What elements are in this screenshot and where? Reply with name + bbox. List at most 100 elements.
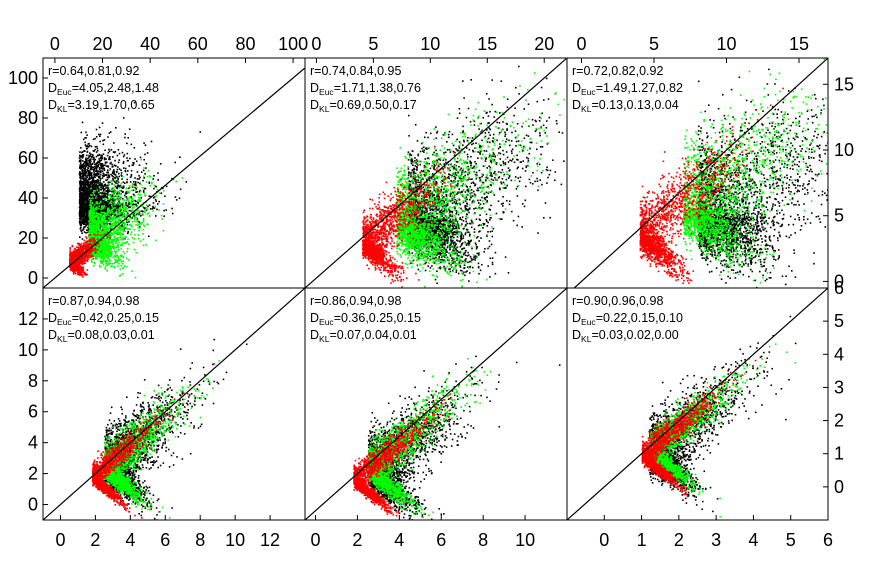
data-point xyxy=(121,212,123,214)
data-point xyxy=(90,192,92,194)
data-point xyxy=(104,240,107,242)
data-point xyxy=(101,209,104,211)
data-point xyxy=(108,150,111,153)
data-point xyxy=(78,190,81,192)
data-point xyxy=(92,227,95,230)
data-point xyxy=(85,172,87,175)
data-point xyxy=(96,199,99,202)
data-point xyxy=(149,176,152,178)
data-point xyxy=(85,248,88,251)
data-point xyxy=(113,181,116,183)
data-point xyxy=(120,214,123,216)
data-point xyxy=(87,146,90,148)
data-point xyxy=(85,145,87,148)
data-point xyxy=(115,198,118,200)
data-point xyxy=(104,239,106,241)
data-point xyxy=(109,216,112,218)
data-point xyxy=(107,199,109,202)
data-point xyxy=(112,243,114,246)
data-point xyxy=(90,166,92,168)
data-point xyxy=(156,208,158,211)
data-point xyxy=(100,242,102,245)
data-point xyxy=(122,191,124,193)
data-point xyxy=(81,121,84,124)
data-point xyxy=(82,178,85,181)
data-point xyxy=(105,200,108,203)
data-point xyxy=(112,212,114,215)
data-point xyxy=(123,230,125,232)
data-point xyxy=(108,254,110,256)
data-point xyxy=(124,170,127,172)
data-point xyxy=(99,140,101,143)
data-point xyxy=(99,236,102,238)
data-point xyxy=(108,200,110,202)
data-point xyxy=(124,196,127,199)
data-point xyxy=(142,169,145,172)
data-point xyxy=(108,210,110,213)
data-point xyxy=(84,218,87,220)
data-point xyxy=(97,247,100,250)
data-point xyxy=(83,218,85,221)
data-point xyxy=(94,180,96,182)
data-point xyxy=(151,208,154,210)
data-point xyxy=(79,210,81,212)
data-point xyxy=(85,204,88,207)
data-point xyxy=(95,162,97,165)
data-point xyxy=(82,160,84,162)
data-point xyxy=(115,238,117,240)
data-point xyxy=(86,196,89,199)
data-point xyxy=(108,158,110,161)
data-point xyxy=(118,200,120,202)
data-point xyxy=(97,196,99,199)
data-point xyxy=(98,202,101,205)
data-point xyxy=(111,211,114,213)
data-point xyxy=(115,195,118,198)
data-point xyxy=(106,255,108,258)
data-point xyxy=(82,189,84,191)
data-point xyxy=(99,218,102,220)
data-point xyxy=(103,158,106,161)
data-point xyxy=(128,206,130,209)
data-point xyxy=(130,169,133,172)
data-point xyxy=(80,168,82,170)
data-point xyxy=(145,167,147,169)
data-point xyxy=(118,205,120,208)
data-point xyxy=(102,165,104,167)
data-point xyxy=(92,154,94,157)
data-point xyxy=(117,246,120,248)
data-point xyxy=(83,222,85,225)
data-point xyxy=(90,235,92,238)
data-point xyxy=(136,191,139,193)
data-point xyxy=(119,208,121,211)
data-point xyxy=(99,234,101,237)
data-point xyxy=(101,166,104,168)
data-point xyxy=(136,224,139,227)
data-point xyxy=(88,226,91,229)
data-point xyxy=(135,160,138,163)
data-point xyxy=(79,207,82,209)
data-point xyxy=(99,133,102,136)
data-point xyxy=(93,161,95,164)
data-point xyxy=(135,251,138,254)
data-point xyxy=(121,228,123,231)
data-point xyxy=(103,196,105,198)
data-point xyxy=(99,178,102,180)
data-point xyxy=(124,182,126,184)
data-point xyxy=(92,209,95,212)
data-point xyxy=(141,186,144,189)
data-point xyxy=(115,165,117,167)
data-point xyxy=(98,185,101,187)
data-point xyxy=(99,176,101,178)
data-point xyxy=(80,159,82,162)
data-point xyxy=(124,203,127,206)
data-point xyxy=(93,212,95,214)
data-point xyxy=(114,252,117,255)
data-point xyxy=(93,160,95,163)
data-point xyxy=(88,235,90,238)
data-point xyxy=(147,212,150,214)
data-point xyxy=(115,250,117,253)
data-point xyxy=(95,208,98,211)
data-point xyxy=(107,255,110,258)
data-point xyxy=(139,183,142,186)
data-point xyxy=(93,169,95,171)
